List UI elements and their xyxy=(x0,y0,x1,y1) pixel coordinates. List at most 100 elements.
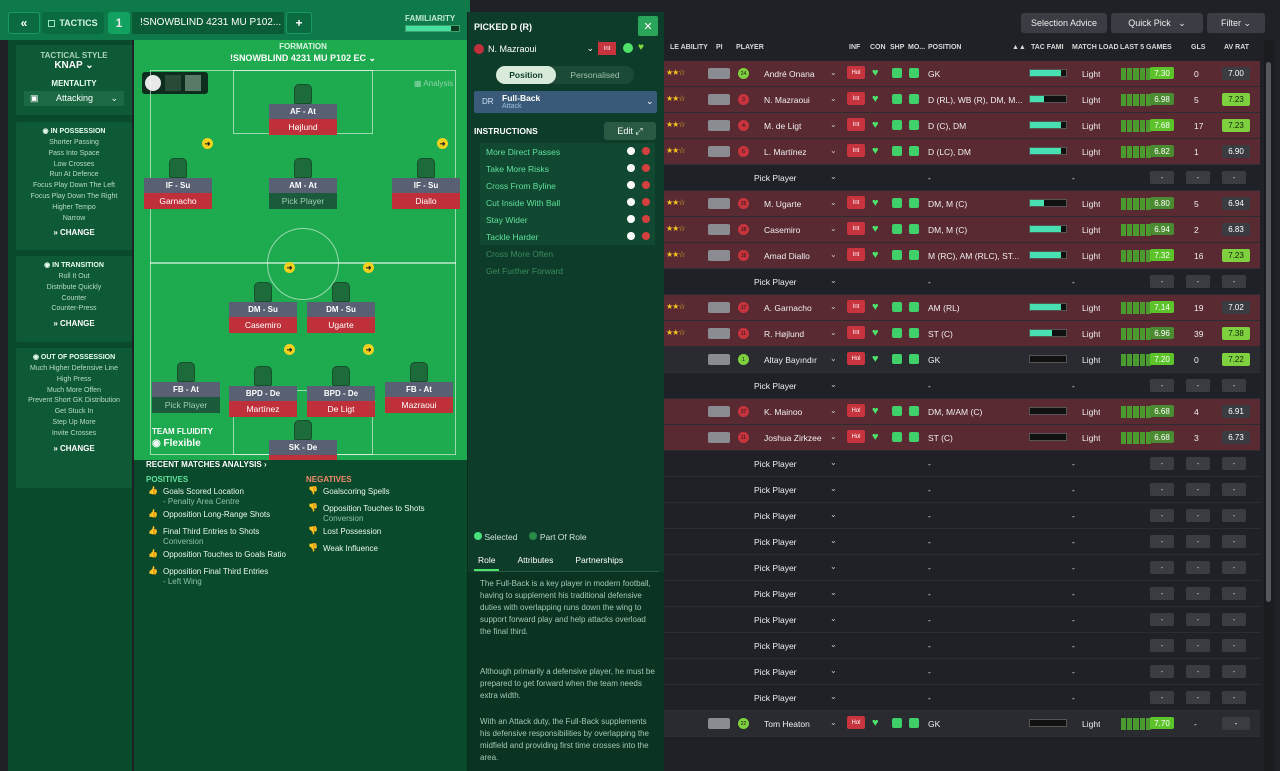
table-row[interactable]: 1 Altay Bayındır ⌄ Hol ♥ GK Light 7.20 0 7.22 xyxy=(664,347,1260,373)
header-mo[interactable]: MO... xyxy=(908,44,926,51)
chevron-down-icon[interactable]: ⌄ xyxy=(830,68,837,77)
table-row[interactable]: Pick Player ⌄ - - - - - xyxy=(664,633,1260,659)
pick-player-dropdown[interactable]: Pick Player xyxy=(754,511,797,521)
table-row[interactable]: Pick Player ⌄ - - - - - xyxy=(664,451,1260,477)
player-instruction-icon[interactable]: ➜ xyxy=(363,262,374,273)
player-instruction-icon[interactable]: ➜ xyxy=(437,138,448,149)
formation-position[interactable]: IF - Su Diallo xyxy=(392,158,460,209)
table-row[interactable]: ★★☆ 4 M. de Ligt ⌄ Int ♥ D (C), DM Light 7.68 17 7… xyxy=(664,113,1260,139)
scrollbar-thumb[interactable] xyxy=(1266,62,1271,602)
chevron-down-icon[interactable]: ⌄ xyxy=(830,380,837,389)
pick-player-dropdown[interactable]: Pick Player xyxy=(754,459,797,469)
edit-instructions-button[interactable]: Edit ⤢ xyxy=(604,122,656,140)
position-player[interactable]: Ugarte xyxy=(307,317,375,333)
analysis-item[interactable]: 👎 Lost Possession xyxy=(308,526,468,537)
pick-player-dropdown[interactable]: Pick Player xyxy=(754,277,797,287)
chevron-down-icon[interactable]: ⌄ xyxy=(830,562,837,571)
table-row[interactable]: ★★☆ 16 Amad Diallo ⌄ Int ♥ M (RC), AM (RLC), S… xyxy=(664,243,1260,269)
table-row[interactable]: Pick Player ⌄ - - - - - xyxy=(664,503,1260,529)
player-info-icon[interactable] xyxy=(708,354,730,365)
position-role[interactable]: AF - At xyxy=(269,104,337,119)
chevron-down-icon[interactable]: ⌄ xyxy=(830,120,837,129)
gear-icon[interactable] xyxy=(627,232,635,240)
analysis-title[interactable]: RECENT MATCHES ANALYSIS › xyxy=(146,460,267,469)
pick-player-dropdown[interactable]: Pick Player xyxy=(754,615,797,625)
table-row[interactable]: ★★☆ 18 Casemiro ⌄ Int ♥ DM, M (C) Light 6.94 2 6.8… xyxy=(664,217,1260,243)
tab-partnerships[interactable]: Partnerships xyxy=(575,555,624,565)
table-row[interactable]: Pick Player ⌄ - - - - - xyxy=(664,269,1260,295)
instruction-item[interactable]: Cut Inside With Ball xyxy=(480,194,655,211)
out-possession-change-button[interactable]: » CHANGE xyxy=(53,443,95,453)
formation-name-dropdown[interactable]: !SNOWBLIND 4231 MU P102 EC ⌄ xyxy=(229,53,377,63)
tactics-tab[interactable]: TACTICS xyxy=(42,12,104,34)
player-instruction-icon[interactable]: ➜ xyxy=(284,344,295,355)
player-info-icon[interactable] xyxy=(708,328,730,339)
analysis-item[interactable]: 👍 Opposition Touches to Goals Ratio xyxy=(148,549,306,560)
pick-player-dropdown[interactable]: Pick Player xyxy=(754,667,797,677)
header-inf[interactable]: INF xyxy=(849,44,861,51)
formation-position[interactable]: FB - At Pick Player xyxy=(152,362,220,413)
chevron-down-icon[interactable]: ⌄ xyxy=(830,510,837,519)
header-con[interactable]: CON xyxy=(870,44,886,51)
header-shp[interactable]: SHP xyxy=(890,44,905,51)
table-row[interactable]: Pick Player ⌄ - - - - - xyxy=(664,529,1260,555)
sort-icon[interactable]: ▲▲ xyxy=(1012,44,1026,51)
remove-icon[interactable] xyxy=(642,215,650,223)
quick-pick-button[interactable]: Quick Pick ⌄ xyxy=(1111,13,1203,33)
header-goals[interactable]: GLS xyxy=(1191,44,1206,51)
instruction-item[interactable]: Stay Wider xyxy=(480,211,655,228)
table-row[interactable]: Pick Player ⌄ - - - - - xyxy=(664,607,1260,633)
player-name[interactable]: Altay Bayındır xyxy=(764,355,817,365)
position-player[interactable]: Pick Player xyxy=(152,397,220,413)
formation-position[interactable]: AM - At Pick Player xyxy=(269,158,337,209)
info-icon[interactable] xyxy=(145,75,161,91)
player-name[interactable]: R. Højlund xyxy=(764,329,805,339)
chevron-down-icon[interactable]: ⌄ xyxy=(830,484,837,493)
chevron-down-icon[interactable]: ⌄ xyxy=(830,276,837,285)
formation-position[interactable]: DM - Su Casemiro xyxy=(229,282,297,333)
position-role[interactable]: IF - Su xyxy=(392,178,460,193)
remove-icon[interactable] xyxy=(642,198,650,206)
instruction-item[interactable]: Tackle Harder xyxy=(480,228,655,245)
table-row[interactable]: 11 Joshua Zirkzee ⌄ Hol ♥ ST (C) Light 6.68 3 6.7… xyxy=(664,425,1260,451)
table-row[interactable]: ★★☆ 6 L. Martínez ⌄ Int ♥ D (LC), DM Light 6.82 1… xyxy=(664,139,1260,165)
table-row[interactable]: Pick Player ⌄ - - - - - xyxy=(664,581,1260,607)
header-av-rat[interactable]: AV RAT xyxy=(1224,44,1250,51)
table-row[interactable]: Pick Player ⌄ - - - - - xyxy=(664,555,1260,581)
analysis-item[interactable]: 👎 Goalscoring Spells xyxy=(308,486,468,497)
formation-position[interactable]: AF - At Højlund xyxy=(269,84,337,135)
tactical-style-value[interactable]: KNAP ⌄ xyxy=(54,60,94,71)
player-name[interactable]: Amad Diallo xyxy=(764,251,810,261)
in-possession-change-button[interactable]: » CHANGE xyxy=(53,228,95,238)
player-name[interactable]: K. Mainoo xyxy=(764,407,803,417)
instruction-item[interactable]: Cross More Often xyxy=(480,245,655,262)
table-row[interactable]: ★★☆ 3 N. Mazraoui ⌄ Int ♥ D (RL), WB (R), DM, … xyxy=(664,87,1260,113)
formation-position[interactable]: BPD - De De Ligt xyxy=(307,366,375,417)
player-info-icon[interactable] xyxy=(708,406,730,417)
table-row[interactable]: Pick Player ⌄ - - - - - xyxy=(664,477,1260,503)
chevron-down-icon[interactable]: ⌄ xyxy=(830,614,837,623)
pick-player-dropdown[interactable]: Pick Player xyxy=(754,381,797,391)
position-player[interactable]: Pick Player xyxy=(269,193,337,209)
pick-player-dropdown[interactable]: Pick Player xyxy=(754,589,797,599)
add-tactic-button[interactable]: + xyxy=(286,12,312,34)
position-player[interactable]: Casemiro xyxy=(229,317,297,333)
formation-position[interactable]: IF - Su Garnacho xyxy=(144,158,212,209)
header-match-load[interactable]: MATCH LOAD xyxy=(1072,44,1119,51)
filter-button[interactable]: Filter ⌄ xyxy=(1207,13,1265,33)
formation-position[interactable]: DM - Su Ugarte xyxy=(307,282,375,333)
chevron-down-icon[interactable]: ⌄ xyxy=(830,692,837,701)
tab-role[interactable]: Role xyxy=(474,552,500,571)
chevron-down-icon[interactable]: ⌄ xyxy=(830,302,837,311)
instruction-item[interactable]: More Direct Passes xyxy=(480,143,655,160)
player-info-icon[interactable] xyxy=(708,224,730,235)
gear-icon[interactable] xyxy=(627,215,635,223)
player-name[interactable]: Tom Heaton xyxy=(764,719,810,729)
header-position[interactable]: POSITION xyxy=(928,44,962,51)
formation-position[interactable]: FB - At Mazraoui xyxy=(385,362,453,413)
chevron-down-icon[interactable]: ⌄ xyxy=(830,432,837,441)
analysis-item[interactable]: 👍 Final Third Entries to Shots Conversion xyxy=(148,526,306,546)
pick-player-dropdown[interactable]: Pick Player xyxy=(754,563,797,573)
player-name[interactable]: M. de Ligt xyxy=(764,121,802,131)
position-player[interactable]: Garnacho xyxy=(144,193,212,209)
